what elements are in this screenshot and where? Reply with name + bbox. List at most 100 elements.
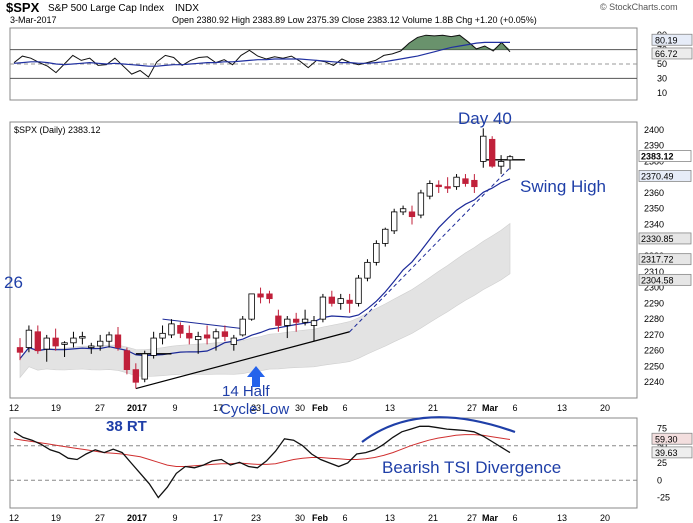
price-y-tick: 2400 [644, 125, 664, 135]
candle-body [114, 334, 122, 348]
price-badge [638, 170, 692, 182]
annotation-26: 26 [4, 273, 23, 292]
candle-body [417, 192, 425, 216]
rsi-tick-label: 10 [657, 88, 667, 98]
candle-body [123, 350, 131, 371]
candle-body [506, 156, 514, 161]
tsi-badge-label: 39.63 [655, 448, 678, 458]
candle-body [186, 332, 193, 339]
candle-body [97, 340, 104, 347]
price-y-tick: 2270 [644, 330, 664, 340]
candle-body [79, 336, 86, 339]
candle-body [25, 329, 33, 348]
exchange-label: INDX [175, 3, 199, 14]
price-trendline-dashed [349, 167, 511, 333]
price-x-tick: 20 [600, 403, 610, 413]
ohlc-summary: Open 2380.92 High 2383.89 Low 2375.39 Cl… [172, 15, 537, 25]
price-x-tick: 6 [512, 403, 517, 413]
price-x-tick: 13 [557, 403, 567, 413]
candle-body [43, 337, 50, 350]
price-badge [638, 273, 692, 286]
rsi-badge [651, 47, 693, 60]
price-y-tick: 2360 [644, 188, 664, 198]
price-y-tick: 2260 [644, 346, 664, 356]
tsi-panel: 75 50 25 0 -25 12 19 27 2017 9 17 23 30 Feb 6 13 21 27 Mar… [9, 416, 693, 523]
tsi-x-tick: 9 [172, 513, 177, 523]
price-badge-label: 2370.49 [641, 171, 674, 181]
tsi-divergence-arc [361, 416, 516, 443]
rsi-line [13, 34, 511, 78]
price-x-tick: 12 [9, 403, 19, 413]
annotation-swing-high: Swing High [520, 177, 606, 196]
tsi-tick-label: 0 [657, 475, 662, 485]
price-y-tick: 2280 [644, 314, 664, 324]
candle-body [382, 228, 389, 244]
candle-body [471, 179, 478, 188]
candle-body [453, 176, 460, 188]
price-x-tick: Mar [482, 403, 499, 413]
price-badge [638, 253, 692, 266]
annotation-day-40: Day 40 [458, 109, 512, 128]
candle-body [373, 243, 380, 263]
candle-body [301, 318, 309, 323]
watermark: © StockCharts.com [600, 2, 678, 12]
tsi-x-tick: 27 [467, 513, 477, 523]
candle-body [480, 135, 487, 162]
tsi-badge [651, 446, 693, 459]
price-envelope-band [19, 222, 511, 379]
candle-body [16, 347, 24, 353]
price-badge-label: 2317.72 [641, 255, 674, 265]
candle-body [346, 299, 353, 304]
price-x-tick: 27 [467, 403, 477, 413]
candle-body [168, 323, 175, 336]
rsi-tick-label: 50 [657, 59, 667, 69]
tsi-x-tick: 17 [213, 513, 223, 523]
rsi-badge-label: 80.19 [655, 35, 678, 45]
annotation-bearish-tsi: Bearish TSI Divergence [382, 458, 561, 477]
rsi-badge [651, 33, 693, 46]
candle-body [364, 261, 371, 279]
tsi-tick-label: 25 [657, 458, 667, 468]
price-trendline-upper [162, 318, 243, 330]
candle-body [293, 318, 300, 323]
price-badge [638, 232, 692, 245]
tsi-x-tick: 12 [9, 513, 19, 523]
candle-body [34, 331, 41, 352]
price-panel: 12 19 27 2017 9 17 23 30 Feb 6 13 21 27 Mar 6 13 20 2400 2… [9, 121, 692, 413]
candle-body [132, 369, 139, 383]
symbol-title: $SPX [6, 0, 40, 15]
candle-body [284, 318, 291, 326]
price-x-tick: Feb [312, 403, 329, 413]
index-name: S&P 500 Large Cap Index [48, 3, 164, 14]
price-badge [638, 150, 692, 162]
price-x-tick: 6 [342, 403, 347, 413]
price-moving-average [19, 178, 511, 359]
price-x-tick: 27 [95, 403, 105, 413]
price-x-tick: 23 [251, 403, 261, 413]
tsi-x-tick: 23 [251, 513, 261, 523]
cycle-low-arrow-icon [247, 366, 265, 387]
tsi-tick-label: -25 [657, 493, 670, 503]
candle-body [337, 298, 344, 304]
candle-body [310, 320, 318, 326]
price-y-tick: 2240 [644, 377, 664, 387]
tsi-badge-label: 59.30 [655, 434, 678, 444]
candle-body [391, 211, 398, 232]
candle-body [52, 337, 59, 347]
tsi-x-tick: Feb [312, 513, 329, 523]
candle-body [105, 334, 113, 342]
candle-body [462, 178, 469, 184]
candle-body [221, 331, 229, 337]
tsi-x-tick: 6 [342, 513, 347, 523]
candle-body [159, 332, 166, 339]
tsi-x-tick: 19 [51, 513, 61, 523]
rsi-badge-label: 66.72 [655, 49, 678, 59]
candle-body [88, 345, 95, 348]
price-y-tick: 2300 [644, 283, 664, 293]
rsi-tick-label: 30 [657, 73, 667, 83]
price-badge-label: 2330.85 [641, 234, 674, 244]
price-y-tick: 2310 [644, 267, 664, 277]
price-y-tick: 2250 [644, 361, 664, 371]
candle-body [408, 211, 416, 218]
